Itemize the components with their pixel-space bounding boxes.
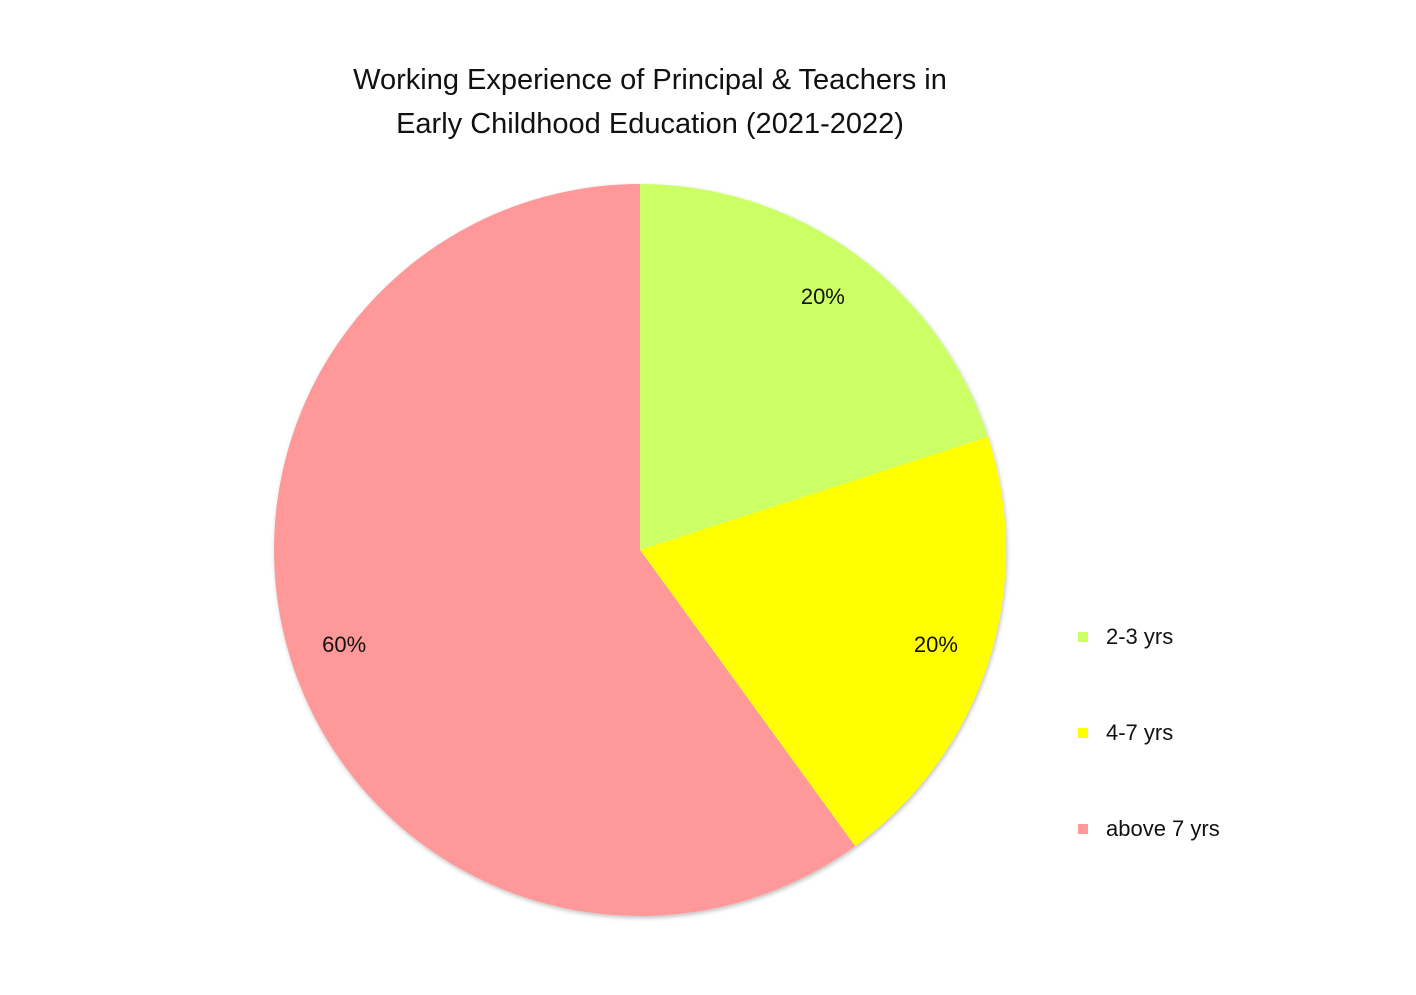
legend-label-4-7-yrs: 4-7 yrs [1106, 720, 1174, 745]
legend-item-above-7-yrs: above 7 yrs [1076, 812, 1396, 908]
pie-slice-above-7-yrs [273, 184, 856, 916]
legend-swatch-above-7-yrs [1078, 824, 1088, 834]
chart-title-line-1: Working Experience of Principal & Teache… [353, 64, 947, 96]
legend-swatch-4-7-yrs [1078, 728, 1088, 738]
pie-slice-4-7-yrs [640, 436, 1006, 847]
legend-label-2-3-yrs: 2-3 yrs [1106, 624, 1174, 649]
data-label-4-7-yrs: 20% [914, 632, 958, 657]
chart-title-line-2: Early Childhood Education (2021-2022) [396, 108, 904, 140]
legend-item-4-7-yrs: 4-7 yrs [1076, 716, 1396, 812]
legend-swatch-2-3-yrs [1078, 632, 1088, 642]
pie-slices [273, 184, 1006, 916]
pie-slice-2-3-yrs [640, 184, 989, 550]
legend-item-2-3-yrs: 2-3 yrs [1076, 620, 1396, 716]
legend: 2-3 yrs 4-7 yrs above 7 yrs [1076, 620, 1396, 908]
pie-data-labels: 20% 20% 60% [322, 284, 958, 657]
data-label-above-7-yrs: 60% [322, 632, 366, 657]
data-label-2-3-yrs: 20% [801, 284, 845, 309]
chart-title: Working Experience of Principal & Teache… [250, 58, 1050, 146]
legend-label-above-7-yrs: above 7 yrs [1106, 816, 1220, 841]
